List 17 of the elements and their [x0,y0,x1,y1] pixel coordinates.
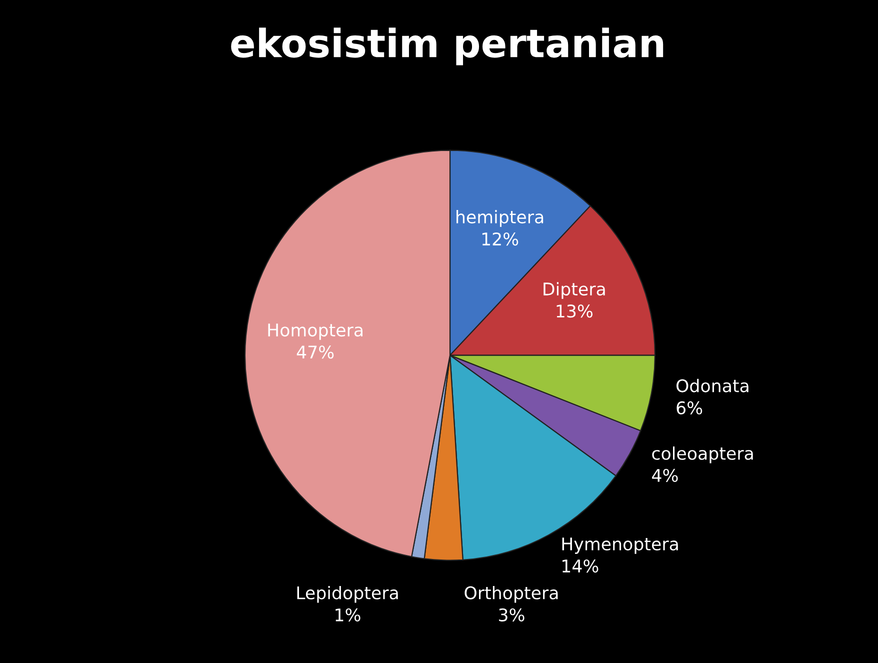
slice-label: coleoaptera [652,446,753,464]
data-label: 14% [562,559,598,573]
slice-label: Homoptera [268,324,362,340]
data-label: 13% [556,304,593,318]
slice-label: Lepidoptera [297,586,398,603]
chart-title: ekosistim pertanian [231,28,664,66]
data-label: 1% [336,608,360,622]
data-label: 4% [652,468,678,482]
slice-label: hemiptera [456,210,544,227]
slice-label: Hymenoptera [562,538,678,554]
slice-label: Odonata [676,378,748,392]
slice-label: Orthoptera [464,586,558,603]
data-label: 6% [676,401,702,414]
data-label: 47% [296,346,334,359]
data-label: 3% [499,608,524,622]
data-label: 12% [482,232,518,246]
slice-label: Diptera [544,282,605,299]
